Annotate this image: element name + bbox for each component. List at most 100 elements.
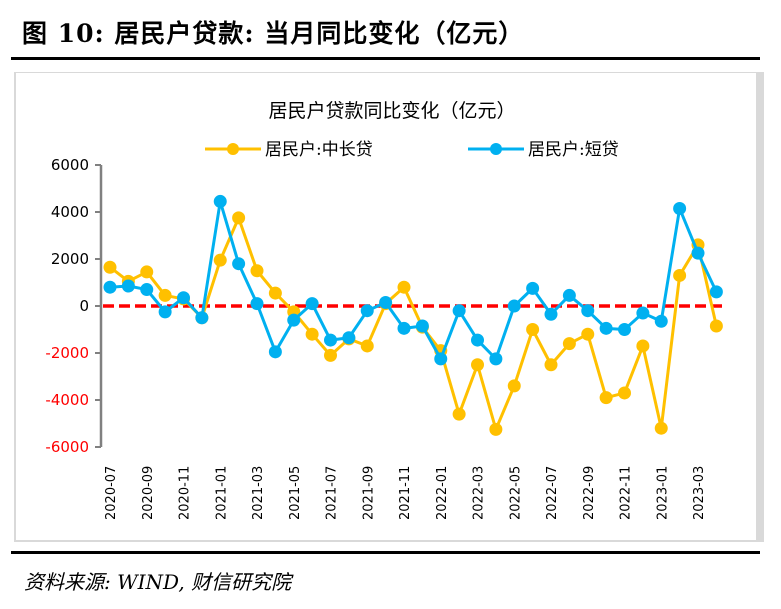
data-point: [544, 307, 558, 321]
data-point: [121, 279, 135, 293]
y-axis: 6000 4000 2000 0 -2000 -4000 -6000: [45, 156, 103, 456]
y-tick-label: 4000: [51, 203, 89, 221]
data-point: [158, 288, 172, 302]
x-tick-label: 2022-03: [472, 466, 487, 520]
data-point: [507, 299, 521, 313]
data-point: [232, 211, 246, 225]
top-rule: [11, 57, 760, 60]
data-point: [673, 201, 687, 215]
data-point: [452, 407, 466, 421]
x-tick-label: 2021-01: [214, 466, 229, 520]
data-point: [342, 331, 356, 345]
legend: 居民户:中长贷 居民户:短贷: [205, 140, 619, 160]
legend-label: 居民户:中长贷: [265, 140, 373, 160]
series-line: [109, 216, 718, 431]
data-point: [507, 379, 521, 393]
source-note: 资料来源: WIND, 财信研究院: [24, 570, 292, 594]
data-point: [526, 281, 540, 295]
data-point: [103, 260, 117, 274]
data-point: [324, 333, 337, 347]
data-point: [636, 306, 650, 320]
data-point: [250, 264, 264, 278]
series-layer: [103, 194, 723, 436]
data-point: [140, 265, 154, 279]
series-line: [109, 199, 718, 361]
data-point: [360, 339, 374, 353]
data-point: [195, 311, 209, 325]
data-point: [618, 386, 631, 400]
data-point: [709, 285, 723, 299]
x-tick-label: 2021-09: [361, 466, 376, 520]
x-tick-label: 2020-11: [178, 466, 193, 520]
x-tick-label: 2021-05: [288, 466, 303, 520]
x-tick-label: 2022-01: [435, 466, 450, 520]
data-point: [452, 304, 466, 318]
data-point: [562, 288, 576, 302]
legend-item: 居民户:短贷: [468, 140, 619, 160]
data-point: [232, 257, 246, 271]
x-tick-label: 2021-03: [251, 466, 266, 520]
data-point: [489, 352, 503, 366]
data-point: [544, 358, 558, 372]
y-tick-label: 2000: [51, 250, 89, 268]
data-point: [103, 280, 117, 294]
chart-title: 居民户贷款同比变化（亿元）: [268, 100, 515, 122]
data-point: [360, 304, 374, 318]
data-point: [140, 283, 154, 297]
data-point: [250, 297, 264, 311]
x-tick-label: 2022-09: [582, 466, 597, 520]
legend-marker: [227, 143, 239, 155]
data-point: [691, 246, 705, 260]
x-tick-label: 2020-09: [141, 466, 156, 520]
data-point: [673, 268, 687, 282]
data-point: [305, 297, 319, 311]
data-point: [599, 391, 613, 405]
series-short-loans: [103, 194, 723, 366]
data-point: [268, 345, 282, 359]
data-point: [379, 295, 393, 309]
data-point: [599, 321, 613, 335]
data-point: [562, 337, 576, 351]
data-point: [177, 291, 190, 305]
x-tick-label: 2022-07: [545, 466, 560, 520]
data-point: [654, 314, 668, 328]
data-point: [709, 319, 723, 333]
y-tick-label: -6000: [45, 438, 89, 456]
y-tick-label: -4000: [45, 391, 89, 409]
y-tick-label: -2000: [45, 344, 89, 362]
data-point: [305, 327, 319, 341]
x-tick-label: 2021-11: [398, 466, 413, 520]
x-tick-label: 2021-07: [325, 466, 340, 520]
x-tick-label: 2023-01: [655, 466, 670, 520]
x-tick-label: 2022-11: [619, 466, 634, 520]
legend-marker: [490, 143, 502, 155]
data-point: [434, 352, 448, 366]
data-point: [158, 305, 172, 319]
data-point: [213, 194, 227, 208]
legend-item: 居民户:中长贷: [205, 140, 373, 160]
bottom-rule: [11, 551, 760, 554]
data-point: [654, 421, 668, 435]
data-point: [213, 253, 227, 267]
data-point: [471, 358, 484, 372]
data-point: [526, 323, 540, 336]
x-axis: 2020-07 2020-09 2020-11 2021-01 2021-03 2021-…: [104, 466, 707, 520]
y-tick-label: 0: [79, 297, 89, 315]
x-tick-label: 2020-07: [104, 466, 119, 520]
data-point: [287, 313, 301, 327]
data-point: [268, 286, 282, 300]
data-point: [471, 333, 484, 347]
data-point: [397, 280, 411, 294]
data-point: [636, 339, 650, 353]
data-point: [324, 348, 337, 362]
legend-label: 居民户:短贷: [528, 140, 619, 160]
data-point: [581, 327, 595, 341]
figure-title: 图 10: 居民户贷款: 当月同比变化（亿元）: [22, 19, 525, 48]
x-tick-label: 2022-05: [508, 466, 523, 520]
data-point: [397, 321, 411, 335]
data-point: [489, 422, 503, 436]
x-tick-label: 2023-03: [692, 466, 707, 520]
data-point: [415, 319, 429, 333]
data-point: [618, 323, 631, 336]
